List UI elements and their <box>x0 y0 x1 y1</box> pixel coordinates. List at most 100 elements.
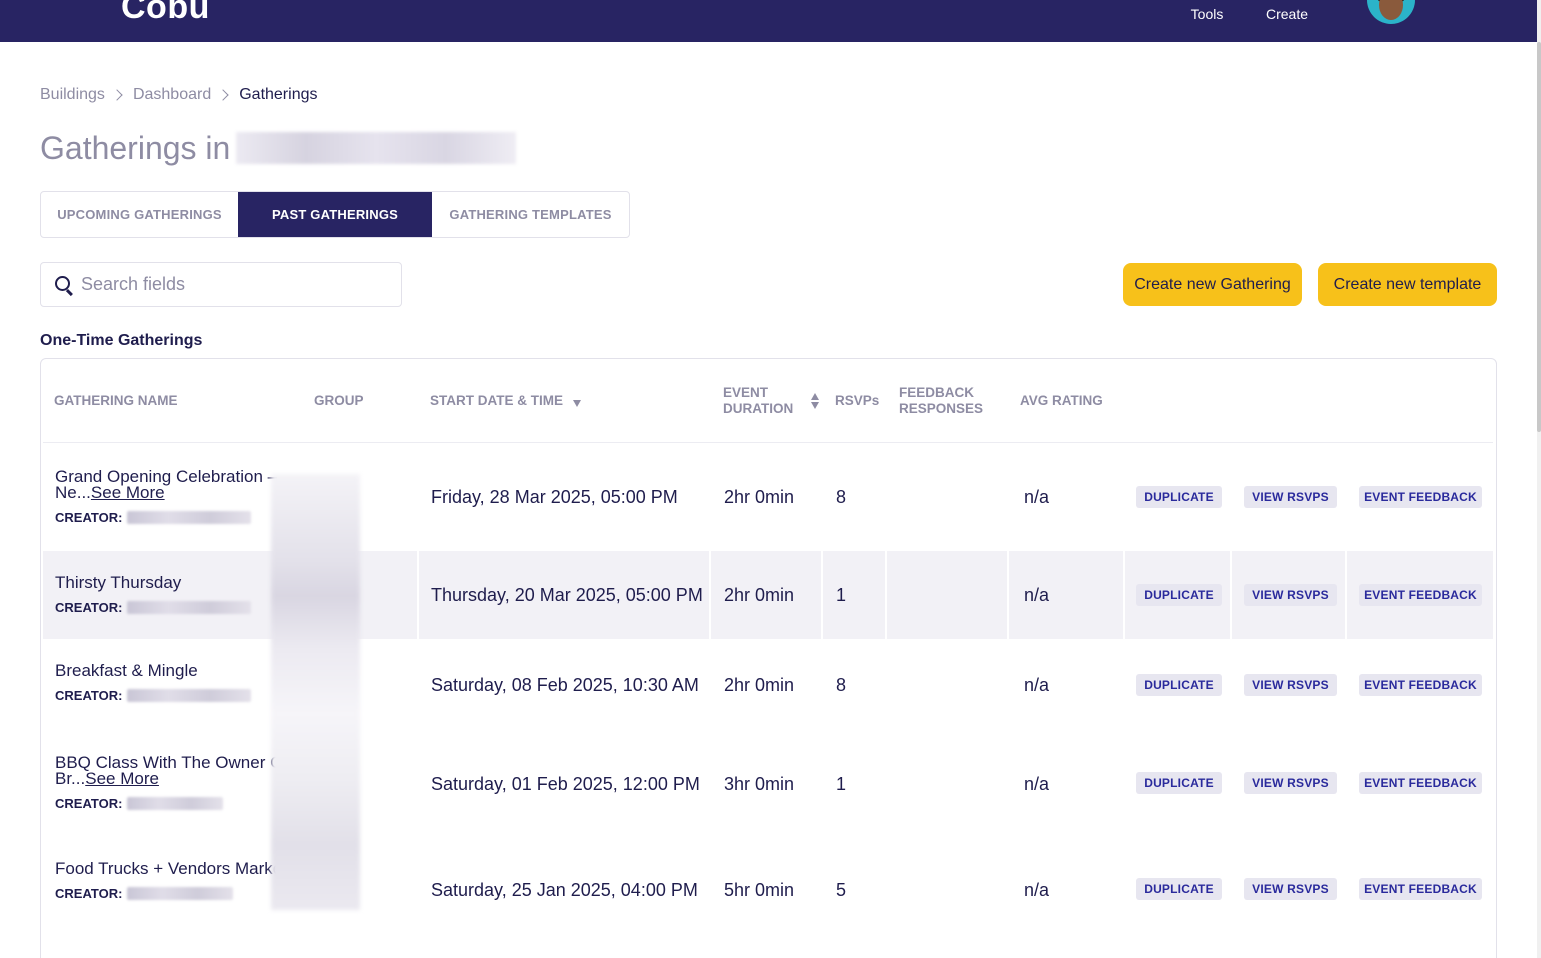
header-divider <box>43 442 1493 443</box>
rsvp-count: 8 <box>836 674 847 695</box>
creator: CREATOR: <box>55 886 295 901</box>
chevron-right-icon <box>217 89 229 101</box>
header-gathering-name[interactable]: GATHERING NAME <box>54 393 178 408</box>
creator-label: CREATOR: <box>55 886 123 901</box>
tools-icon <box>1196 0 1218 4</box>
creator-label: CREATOR: <box>55 796 123 811</box>
event-feedback-button[interactable]: EVENT FEEDBACK <box>1359 772 1482 794</box>
table-row: BBQ Class With The Owner Of Br...See Mor… <box>43 731 1493 837</box>
start-date: Saturday, 01 Feb 2025, 12:00 PM <box>431 773 700 794</box>
rsvp-count: 5 <box>836 879 847 900</box>
view-rsvps-button[interactable]: VIEW RSVPS <box>1244 674 1337 696</box>
nav-create-label: Create <box>1265 6 1309 22</box>
table-row: Thirsty Thursday CREATOR: Thursday, 20 M… <box>43 551 1493 639</box>
event-feedback-button[interactable]: EVENT FEEDBACK <box>1359 674 1482 696</box>
column-divider <box>885 551 887 639</box>
user-avatar[interactable] <box>1367 0 1415 24</box>
create-icon <box>1276 0 1298 4</box>
redacted-group-column <box>271 474 360 910</box>
start-date: Saturday, 25 Jan 2025, 04:00 PM <box>431 879 698 900</box>
search-input[interactable] <box>81 263 391 305</box>
creator-label: CREATOR: <box>55 510 123 525</box>
rsvp-count: 1 <box>836 584 847 605</box>
page-scrollbar[interactable] <box>1537 0 1541 958</box>
column-divider <box>1345 551 1347 639</box>
breadcrumb-buildings[interactable]: Buildings <box>40 86 105 103</box>
gathering-name-text: Breakfast & Mingle <box>55 661 198 680</box>
column-divider <box>821 551 823 639</box>
view-rsvps-button[interactable]: VIEW RSVPS <box>1244 584 1337 606</box>
scrollbar-thumb[interactable] <box>1537 42 1541 432</box>
event-feedback-button[interactable]: EVENT FEEDBACK <box>1359 878 1482 900</box>
column-divider <box>709 551 711 639</box>
breadcrumb: Buildings Dashboard Gatherings <box>40 86 317 104</box>
chevron-right-icon <box>111 89 123 101</box>
event-feedback-button[interactable]: EVENT FEEDBACK <box>1359 584 1482 606</box>
start-date: Saturday, 08 Feb 2025, 10:30 AM <box>431 674 699 695</box>
table-row: Breakfast & Mingle CREATOR: Saturday, 08… <box>43 639 1493 731</box>
gatherings-table: GATHERING NAME GROUP START DATE & TIME E… <box>40 358 1497 958</box>
see-more-link[interactable]: See More <box>85 769 159 788</box>
rsvp-count: 1 <box>836 773 847 794</box>
header-avg-rating[interactable]: AVG RATING <box>1020 393 1103 408</box>
event-feedback-button[interactable]: EVENT FEEDBACK <box>1359 486 1482 508</box>
event-duration: 2hr 0min <box>724 486 795 507</box>
breadcrumb-gatherings: Gatherings <box>239 86 318 103</box>
see-more-link[interactable]: See More <box>90 483 165 502</box>
nav-tools-label: Tools <box>1190 6 1224 22</box>
view-rsvps-button[interactable]: VIEW RSVPS <box>1244 772 1337 794</box>
gathering-name[interactable]: Grand Opening Celebration – Ne...See Mor… <box>55 467 295 502</box>
duplicate-button[interactable]: DUPLICATE <box>1136 584 1222 606</box>
nav-create[interactable]: Create <box>1257 0 1317 42</box>
create-template-button[interactable]: Create new template <box>1318 263 1497 306</box>
view-rsvps-button[interactable]: VIEW RSVPS <box>1244 878 1337 900</box>
creator: CREATOR: <box>55 510 295 525</box>
tab-past-gatherings[interactable]: PAST GATHERINGS <box>238 192 432 237</box>
tab-gathering-templates[interactable]: GATHERING TEMPLATES <box>449 207 612 222</box>
column-divider <box>1123 551 1125 639</box>
header-feedback-responses[interactable]: FEEDBACK RESPONSES <box>899 359 983 443</box>
column-divider <box>417 551 419 639</box>
search-icon <box>55 276 70 291</box>
sort-icon[interactable] <box>811 393 820 409</box>
gathering-name[interactable]: Breakfast & Mingle <box>55 661 295 680</box>
tab-upcoming-gatherings[interactable]: UPCOMING GATHERINGS <box>57 207 222 222</box>
duplicate-button[interactable]: DUPLICATE <box>1136 486 1222 508</box>
gathering-name-cell: Thirsty Thursday CREATOR: <box>55 574 295 615</box>
start-date: Thursday, 20 Mar 2025, 05:00 PM <box>431 584 703 605</box>
breadcrumb-dashboard[interactable]: Dashboard <box>132 86 212 103</box>
header-group[interactable]: GROUP <box>314 393 364 408</box>
event-duration: 3hr 0min <box>724 773 795 794</box>
gathering-name-cell: Breakfast & Mingle CREATOR: <box>55 661 295 703</box>
gathering-name[interactable]: Thirsty Thursday <box>55 574 295 591</box>
cobu-logo[interactable]: Cobu <box>121 0 210 26</box>
header-rsvps[interactable]: RSVPs <box>835 393 880 408</box>
gathering-name[interactable]: BBQ Class With The Owner Of Br...See Mor… <box>55 753 295 788</box>
redacted-creator <box>127 601 252 614</box>
sort-descending-icon[interactable] <box>573 399 581 407</box>
view-rsvps-button[interactable]: VIEW RSVPS <box>1244 486 1337 508</box>
search-box <box>40 262 402 307</box>
avatar-face <box>1379 0 1403 20</box>
creator-label: CREATOR: <box>55 600 123 615</box>
gathering-name[interactable]: Food Trucks + Vendors Market! <box>55 859 295 878</box>
event-duration: 2hr 0min <box>724 584 795 605</box>
gathering-name-text: BBQ Class With The Owner Of Br... <box>55 753 289 788</box>
duplicate-button[interactable]: DUPLICATE <box>1136 674 1222 696</box>
header-event-duration[interactable]: EVENT DURATION <box>723 359 820 443</box>
gathering-name-text: Food Trucks + Vendors Market! <box>55 859 292 878</box>
header-start-date[interactable]: START DATE & TIME <box>430 359 581 443</box>
gathering-name-text: Grand Opening Celebration – Ne... <box>55 467 278 502</box>
redacted-creator <box>127 887 234 900</box>
section-title: One-Time Gatherings <box>40 332 203 349</box>
create-gathering-button[interactable]: Create new Gathering <box>1123 263 1302 306</box>
event-duration: 5hr 0min <box>724 879 795 900</box>
duplicate-button[interactable]: DUPLICATE <box>1136 878 1222 900</box>
table-row: Food Trucks + Vendors Market! CREATOR: S… <box>43 837 1493 943</box>
duplicate-button[interactable]: DUPLICATE <box>1136 772 1222 794</box>
gathering-name-cell: Grand Opening Celebration – Ne...See Mor… <box>55 467 295 525</box>
header-duration-line2: DURATION <box>723 401 794 416</box>
nav-tools[interactable]: Tools <box>1177 0 1237 42</box>
redacted-creator <box>127 511 252 524</box>
gathering-name-cell: Food Trucks + Vendors Market! CREATOR: <box>55 859 295 901</box>
